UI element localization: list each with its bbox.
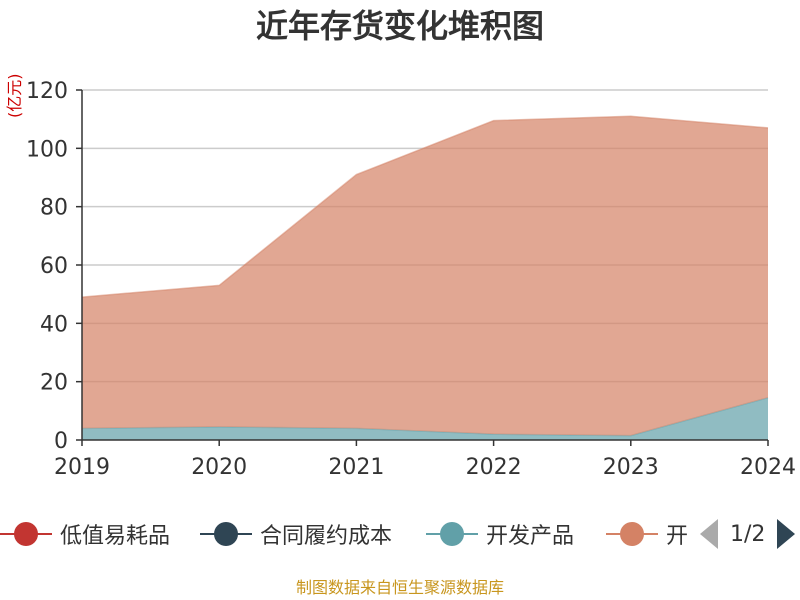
legend-marker-icon <box>606 512 658 556</box>
axes <box>76 89 769 446</box>
legend-dot <box>440 522 464 546</box>
legend-marker-icon <box>426 512 478 556</box>
y-tick-label: 0 <box>54 429 68 454</box>
legend-page-indicator: 1/2 <box>730 521 766 547</box>
legend-items: 低值易耗品 合同履约成本 开发产品 开 <box>0 512 690 556</box>
legend-prev-page-icon[interactable] <box>700 519 718 549</box>
area-开发产品 <box>82 397 768 440</box>
y-tick-label: 20 <box>40 371 68 396</box>
y-tick-label: 100 <box>26 137 68 162</box>
legend-item[interactable]: 低值易耗品 <box>0 512 170 556</box>
x-tick-label: 2022 <box>466 455 522 480</box>
x-tick-label: 2023 <box>603 455 659 480</box>
x-tick-label: 2019 <box>54 455 110 480</box>
y-tick-label: 80 <box>40 196 68 221</box>
legend-marker-icon <box>0 512 52 556</box>
y-tick-label: 40 <box>40 312 68 337</box>
legend-item[interactable]: 合同履约成本 <box>200 512 392 556</box>
x-tick-label: 2024 <box>740 455 796 480</box>
area-edge-开 <box>81 115 769 298</box>
legend-item[interactable]: 开发产品 <box>426 512 574 556</box>
legend-label: 合同履约成本 <box>260 524 393 549</box>
legend-marker-icon <box>200 512 252 556</box>
legend-dot <box>214 522 238 546</box>
area-开 <box>82 116 768 436</box>
y-tick-label: 60 <box>40 254 68 279</box>
legend-dot <box>620 522 644 546</box>
data-source-note: 制图数据来自恒生聚源数据库 <box>295 578 504 597</box>
legend-next-page-icon[interactable] <box>777 519 796 549</box>
x-tick-label: 2020 <box>191 455 247 480</box>
legend-label: 开 <box>666 524 689 549</box>
chart-title: 近年存货变化堆积图 <box>255 7 544 45</box>
legend-pager: 1/2 <box>700 512 796 556</box>
y-axis-unit-label: (亿元) <box>5 73 24 119</box>
legend-item[interactable]: 开 <box>606 512 688 556</box>
legend-dot <box>14 522 38 546</box>
y-tick-label: 120 <box>26 79 68 104</box>
x-tick-label: 2021 <box>328 455 384 480</box>
area-series <box>81 115 769 440</box>
legend: 低值易耗品 合同履约成本 开发产品 开 1/2 <box>0 512 800 556</box>
tick-labels: 0 20 40 60 80 100 120 2019 2020 2021 2022 2023 2024 <box>26 79 796 480</box>
legend-label: 低值易耗品 <box>60 524 171 549</box>
legend-label: 开发产品 <box>486 524 575 549</box>
